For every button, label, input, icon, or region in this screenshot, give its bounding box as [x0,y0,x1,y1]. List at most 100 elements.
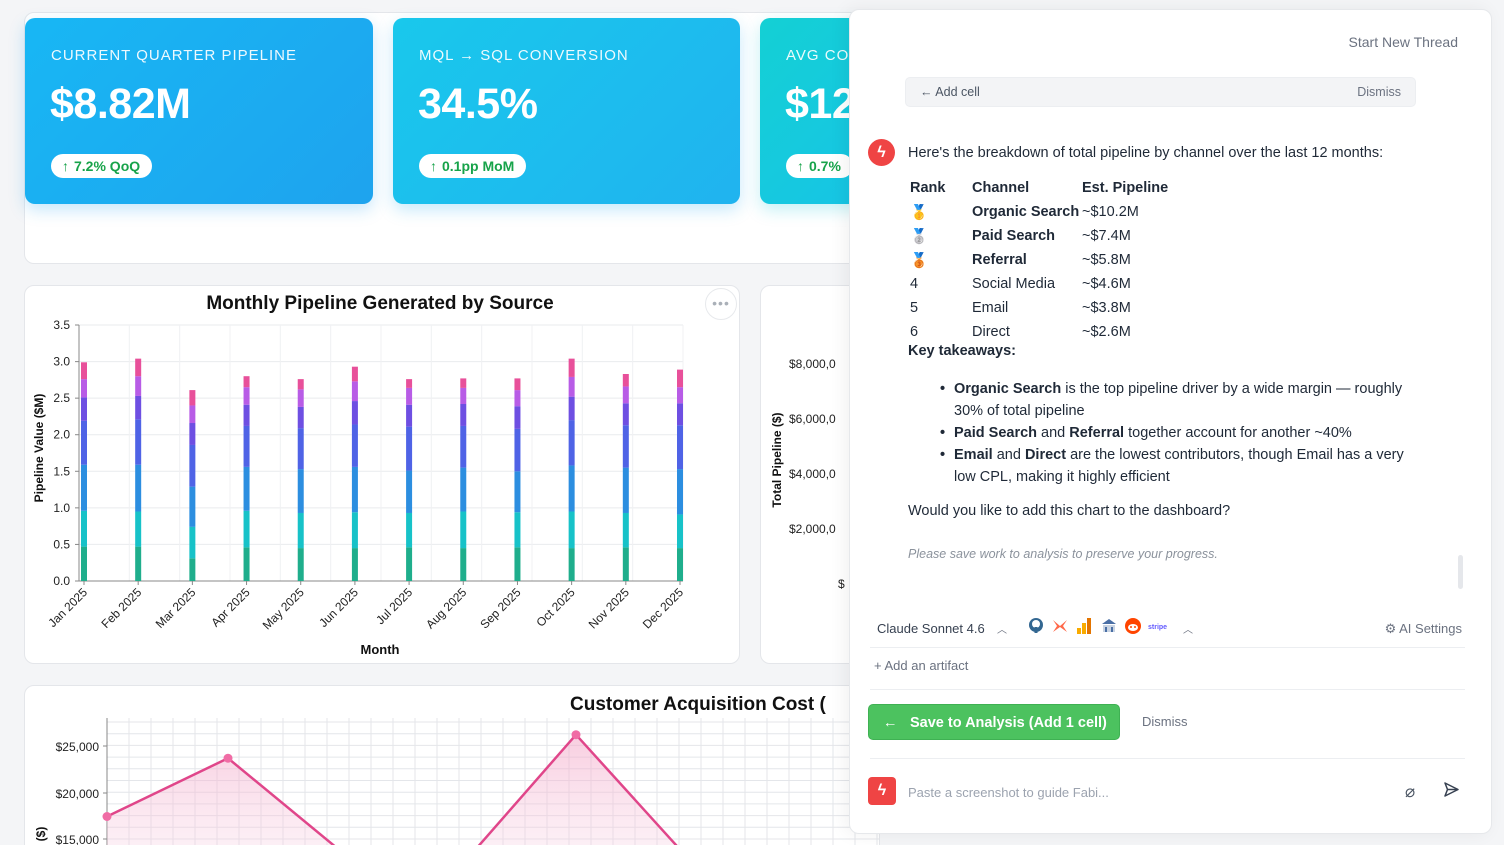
bar-segment[interactable] [189,390,196,406]
bar-segment[interactable] [568,420,575,466]
bar-segment[interactable] [81,379,87,398]
bar-segment[interactable] [351,366,358,382]
bar-segment[interactable] [135,358,142,377]
bar-segment[interactable] [460,467,467,512]
start-new-thread-button[interactable]: Start New Thread [1348,34,1458,50]
bar-segment[interactable] [243,510,250,548]
bar-segment[interactable] [189,423,196,445]
bar-segment[interactable] [406,387,413,405]
bar-segment[interactable] [135,419,142,465]
bar-segment[interactable] [514,512,521,548]
bar-segment[interactable] [81,362,87,380]
bar-segment[interactable] [568,358,575,377]
bar-segment[interactable] [406,512,413,548]
bar-segment[interactable] [514,390,521,407]
bar-segment[interactable] [677,369,683,388]
bar-segment[interactable] [622,386,629,404]
bar-segment[interactable] [460,548,467,581]
dismiss-save-button[interactable]: Dismiss [1142,714,1188,729]
bar-segment[interactable] [81,464,87,511]
bar-segment[interactable] [81,510,87,547]
bar-segment[interactable] [189,558,196,581]
kpi-card-conversion[interactable]: MQL → SQL CONVERSION 34.5% ↑ 0.1pp MoM [393,18,740,204]
bar-segment[interactable] [351,466,358,513]
bar-segment[interactable] [568,465,575,512]
bar-segment[interactable] [460,425,467,468]
data-point[interactable] [571,730,581,740]
more-options-button[interactable]: ••• [705,288,737,320]
bar-segment[interactable] [514,406,521,429]
bar-segment[interactable] [351,548,358,581]
bar-segment[interactable] [406,404,413,427]
bar-segment[interactable] [243,466,250,511]
save-to-analysis-button[interactable]: ← Save to Analysis (Add 1 cell) [868,704,1120,740]
bar-segment[interactable] [677,387,683,404]
bar-segment[interactable] [677,548,683,581]
bar-segment[interactable] [406,547,413,581]
bar-segment[interactable] [189,526,196,559]
bar-segment[interactable] [460,387,467,404]
bar-segment[interactable] [406,426,413,471]
message-input[interactable] [908,782,1378,802]
ai-settings-button[interactable]: ⚙ AI Settings [1385,621,1462,637]
send-icon[interactable] [1443,781,1460,798]
bar-segment[interactable] [351,401,358,425]
chevron-up-icon[interactable]: ︿ [1183,625,1193,636]
bar-segment[interactable] [243,387,250,405]
bar-segment[interactable] [622,547,629,581]
dismiss-add-cell-button[interactable]: Dismiss [1357,85,1401,99]
bar-segment[interactable] [135,395,142,420]
bar-segment[interactable] [677,403,683,426]
bar-segment[interactable] [514,378,521,391]
bar-segment[interactable] [568,548,575,581]
chevron-up-icon[interactable]: ︿ [997,625,1007,636]
bar-segment[interactable] [189,486,196,527]
pipeline-by-source-chart[interactable]: ••• Monthly Pipeline Generated by Source… [24,285,740,664]
add-artifact-button[interactable]: + Add an artifact [874,658,968,673]
bar-segment[interactable] [514,547,521,581]
bar-segment[interactable] [677,425,683,470]
bar-segment[interactable] [297,512,304,549]
cac-chart[interactable]: Customer Acquisition Cost ( $25,000 $20,… [24,685,880,845]
bar-segment[interactable] [135,546,142,581]
bar-segment[interactable] [460,511,467,549]
bar-segment[interactable] [622,374,629,387]
kpi-card-avg[interactable]: AVG CO $12 ↑ 0.7% [760,18,880,204]
bar-segment[interactable] [243,376,250,388]
bar-segment[interactable] [189,444,196,487]
bar-segment[interactable] [243,547,250,581]
bar-segment[interactable] [622,467,629,513]
bar-segment[interactable] [297,548,304,581]
bar-segment[interactable] [622,403,629,426]
bar-segment[interactable] [243,425,250,467]
scrollbar-thumb[interactable] [1458,555,1463,589]
bar-segment[interactable] [677,514,683,549]
bar-segment[interactable] [297,389,304,407]
bar-segment[interactable] [81,420,87,465]
bar-segment[interactable] [81,546,87,581]
bar-segment[interactable] [135,376,142,396]
bar-segment[interactable] [297,379,304,390]
bar-segment[interactable] [622,512,629,548]
add-cell-link[interactable]: ← Add cell [920,85,980,99]
bar-segment[interactable] [406,470,413,513]
bar-segment[interactable] [135,511,142,547]
bar-segment[interactable] [243,404,250,426]
model-selector[interactable]: Claude Sonnet 4.6 [877,621,985,636]
series-line[interactable] [106,732,697,845]
bar-segment[interactable] [568,376,575,397]
bar-segment[interactable] [677,469,683,515]
bar-segment[interactable] [514,428,521,472]
kpi-card-pipeline[interactable]: CURRENT QUARTER PIPELINE $8.82M ↑ 7.2% Qo… [25,18,373,204]
bar-segment[interactable] [622,425,629,468]
bar-segment[interactable] [406,379,413,388]
bar-segment[interactable] [351,424,358,467]
bar-segment[interactable] [297,406,304,429]
bar-segment[interactable] [297,428,304,470]
bar-segment[interactable] [568,396,575,421]
paperclip-icon[interactable]: ⌀ [1405,782,1416,801]
bar-segment[interactable] [189,405,196,424]
bar-segment[interactable] [351,512,358,549]
bar-segment[interactable] [81,397,87,421]
add-cell-bar[interactable]: ← Add cell Dismiss [905,77,1416,107]
